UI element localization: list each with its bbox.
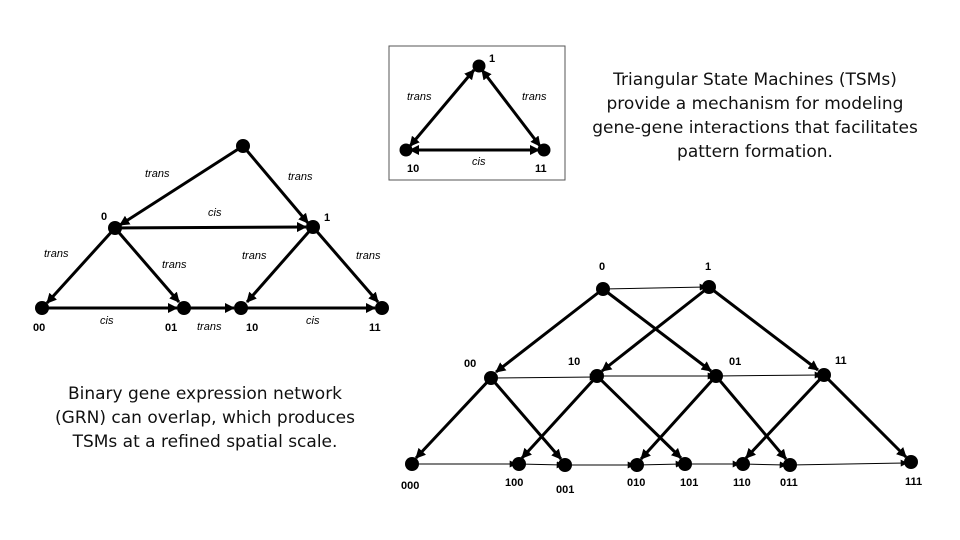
edge-label-left-1-11: trans: [356, 250, 381, 262]
node-label-right-010: 010: [627, 477, 645, 489]
node-right-0: [596, 282, 610, 296]
node-label-left-01: 01: [165, 322, 177, 334]
edge-label-left-0-1: cis: [208, 207, 222, 219]
node-label-right-111: 111: [905, 476, 922, 488]
left-grn-diagram: 0 1 00 01 10 11 trans trans cis trans tr…: [33, 139, 389, 334]
node-right-011: [783, 458, 797, 472]
edge-left-root-0: [119, 144, 244, 227]
edge-right-01-010: [639, 374, 718, 461]
node-label-left-00: 00: [33, 322, 45, 334]
tsm-caption: Triangular State Machines (TSMs) provide…: [592, 70, 918, 162]
edge-right-00-000: [414, 376, 493, 460]
edge-right-10-100: [520, 374, 599, 460]
node-left-10: [234, 301, 248, 315]
edge-label-inset-left-trans: trans: [407, 91, 432, 103]
grn-caption: Binary gene expression network (GRN) can…: [55, 384, 355, 452]
edge-label-left-0-00: trans: [44, 248, 69, 260]
node-label-right-000: 000: [401, 480, 419, 492]
node-right-111: [904, 455, 918, 469]
edge-right-00-001: [489, 377, 563, 460]
edge-right-100-001: [518, 461, 564, 469]
edge-inset-1-10: [408, 69, 476, 147]
edge-right-010-101: [636, 460, 683, 468]
node-left-01: [177, 301, 191, 315]
node-right-110: [736, 457, 750, 471]
edge-inset-1-11: [480, 69, 542, 147]
edge-left-0-1: [114, 221, 308, 233]
node-right-10: [590, 369, 604, 383]
node-label-right-011: 011: [780, 477, 798, 489]
node-label-left-11: 11: [369, 322, 381, 334]
edge-label-left-1-10: trans: [242, 250, 267, 262]
edge-right-10-101: [595, 374, 683, 460]
edge-right-110-011: [742, 461, 787, 469]
edge-right-01-11: [715, 371, 822, 379]
node-left-0: [108, 221, 122, 235]
edge-left-root-1: [241, 145, 310, 224]
node-inset-10: [399, 143, 413, 157]
node-label-right-001: 001: [556, 484, 574, 496]
edge-right-011-111: [789, 459, 908, 467]
node-label-right-101: 101: [680, 477, 698, 489]
node-label-inset-10: 10: [407, 163, 419, 175]
node-right-11: [817, 368, 831, 382]
node-label-left-10: 10: [246, 322, 258, 334]
node-right-101: [678, 457, 692, 471]
edge-left-0-01: [113, 227, 181, 303]
edge-label-left-00-01: cis: [100, 315, 114, 327]
node-right-000: [405, 457, 419, 471]
edge-right-00-10: [490, 373, 597, 381]
edge-right-1-11: [708, 285, 819, 372]
node-left-1: [306, 220, 320, 234]
edge-right-0-01: [602, 287, 712, 373]
node-inset-1: [472, 59, 486, 73]
node-left-11: [375, 301, 389, 315]
edge-right-11-110: [744, 373, 826, 460]
node-right-1: [702, 280, 716, 294]
edge-label-inset-right-trans: trans: [522, 91, 547, 103]
edge-label-inset-cis: cis: [472, 156, 486, 168]
right-grn-diagram: 0 1 00 10 01 11 000 100 001 010 101 110 …: [401, 261, 922, 496]
node-label-right-00: 00: [464, 358, 476, 370]
node-label-right-100: 100: [505, 477, 523, 489]
node-left-00: [35, 301, 49, 315]
node-label-right-110: 110: [733, 477, 751, 489]
node-label-left-1: 1: [324, 212, 330, 224]
edge-label-left-root-1: trans: [288, 171, 313, 183]
edge-left-1-11: [311, 226, 380, 303]
edge-right-1-10: [601, 285, 710, 373]
node-right-00: [484, 371, 498, 385]
edge-right-01-011: [714, 375, 788, 460]
node-label-right-0: 0: [599, 261, 605, 273]
node-label-right-1: 1: [705, 261, 711, 273]
node-right-01: [709, 369, 723, 383]
edge-right-0-00: [495, 287, 604, 374]
node-right-100: [512, 457, 526, 471]
edge-left-0-00: [45, 226, 117, 305]
edge-left-1-10: [245, 226, 315, 303]
node-right-010: [630, 458, 644, 472]
node-label-left-0: 0: [101, 211, 107, 223]
edge-label-left-0-01: trans: [162, 259, 187, 271]
edge-label-left-10-11: cis: [306, 315, 320, 327]
inset-tsm-diagram: 1 10 11 trans trans cis: [388, 45, 566, 181]
edge-right-0-1: [602, 283, 707, 291]
edge-right-11-111: [822, 373, 908, 459]
node-inset-11: [537, 143, 551, 157]
node-label-inset-11: 11: [535, 163, 547, 175]
node-label-right-01: 01: [729, 356, 741, 368]
node-label-right-10: 10: [568, 356, 580, 368]
node-label-inset-1: 1: [489, 53, 495, 65]
edge-label-left-01-10: trans: [197, 321, 222, 333]
node-label-right-11: 11: [835, 355, 847, 367]
node-left-root: [236, 139, 250, 153]
node-right-001: [558, 458, 572, 472]
edge-label-left-root-0: trans: [145, 168, 170, 180]
